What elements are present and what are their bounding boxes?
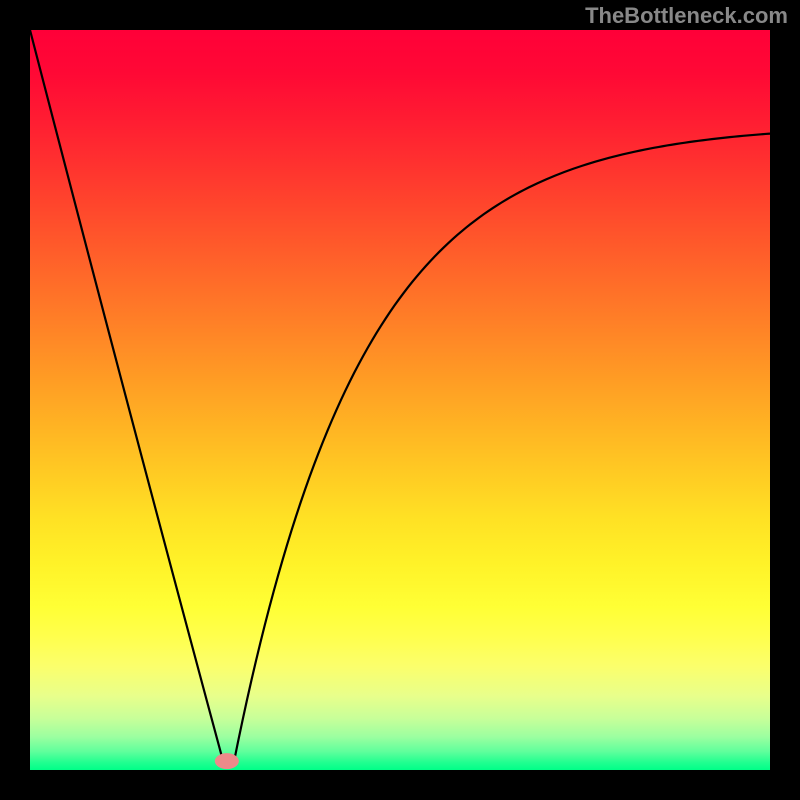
plot-area bbox=[30, 30, 770, 770]
watermark-text: TheBottleneck.com bbox=[585, 3, 788, 28]
bottleneck-chart: TheBottleneck.com bbox=[0, 0, 800, 800]
optimum-marker bbox=[215, 753, 239, 769]
